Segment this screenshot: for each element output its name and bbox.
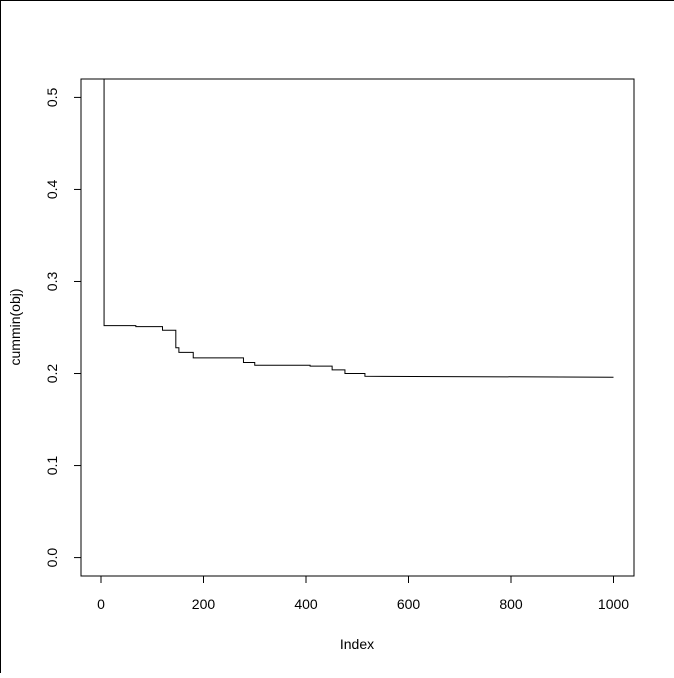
y-tick-label: 0.1 (44, 456, 60, 476)
y-tick-label: 0.0 (44, 548, 60, 568)
y-tick-label: 0.4 (44, 180, 60, 200)
plot-box (81, 79, 634, 576)
x-tick-label: 800 (499, 596, 523, 612)
y-tick-label: 0.2 (44, 364, 60, 384)
x-tick-label: 600 (397, 596, 421, 612)
x-tick-label: 200 (192, 596, 216, 612)
x-tick-label: 400 (294, 596, 318, 612)
y-tick-label: 0.5 (44, 87, 60, 107)
x-axis-label: Index (340, 636, 374, 652)
x-tick-label: 0 (97, 596, 105, 612)
data-line (102, 5, 614, 377)
x-tick-label: 1000 (598, 596, 629, 612)
y-tick-label: 0.3 (44, 272, 60, 292)
y-axis-label: cummin(obj) (7, 288, 23, 365)
